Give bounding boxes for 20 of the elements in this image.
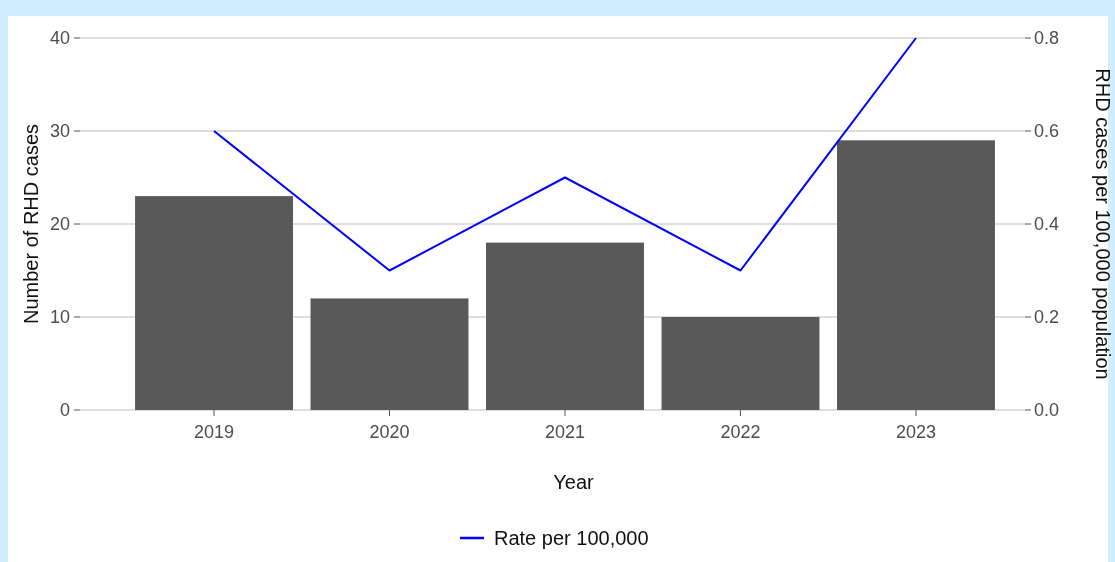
x-tick-label: 2020 [369,422,410,442]
y2-tick-label: 0.2 [1034,307,1060,328]
y2-tick-label: 0.0 [1034,400,1060,421]
y-tick-label: 10 [49,307,70,328]
x-tick-label: 2022 [720,422,761,442]
y-tick-label: 40 [49,28,70,49]
y-tick-label: 30 [49,121,70,142]
y2-tick-label: 0.4 [1034,214,1060,235]
line-series [213,37,917,272]
y2-tick-label: 0.8 [1034,28,1060,49]
y2-axis-title: RHD cases per 100,000 population [1092,68,1114,380]
y-tick-label: 0 [59,400,70,421]
x-tick-label: 2021 [544,422,586,442]
legend-label: Rate per 100,000 [494,527,649,549]
y2-tick-label: 0.6 [1034,121,1060,142]
y-axis-title: Number of RHD cases [20,123,42,325]
x-tick-label: 2019 [194,422,235,442]
x-axis-title: Year [553,471,595,493]
y-tick-label: 20 [49,214,70,235]
x-tick-label: 2023 [895,422,936,442]
